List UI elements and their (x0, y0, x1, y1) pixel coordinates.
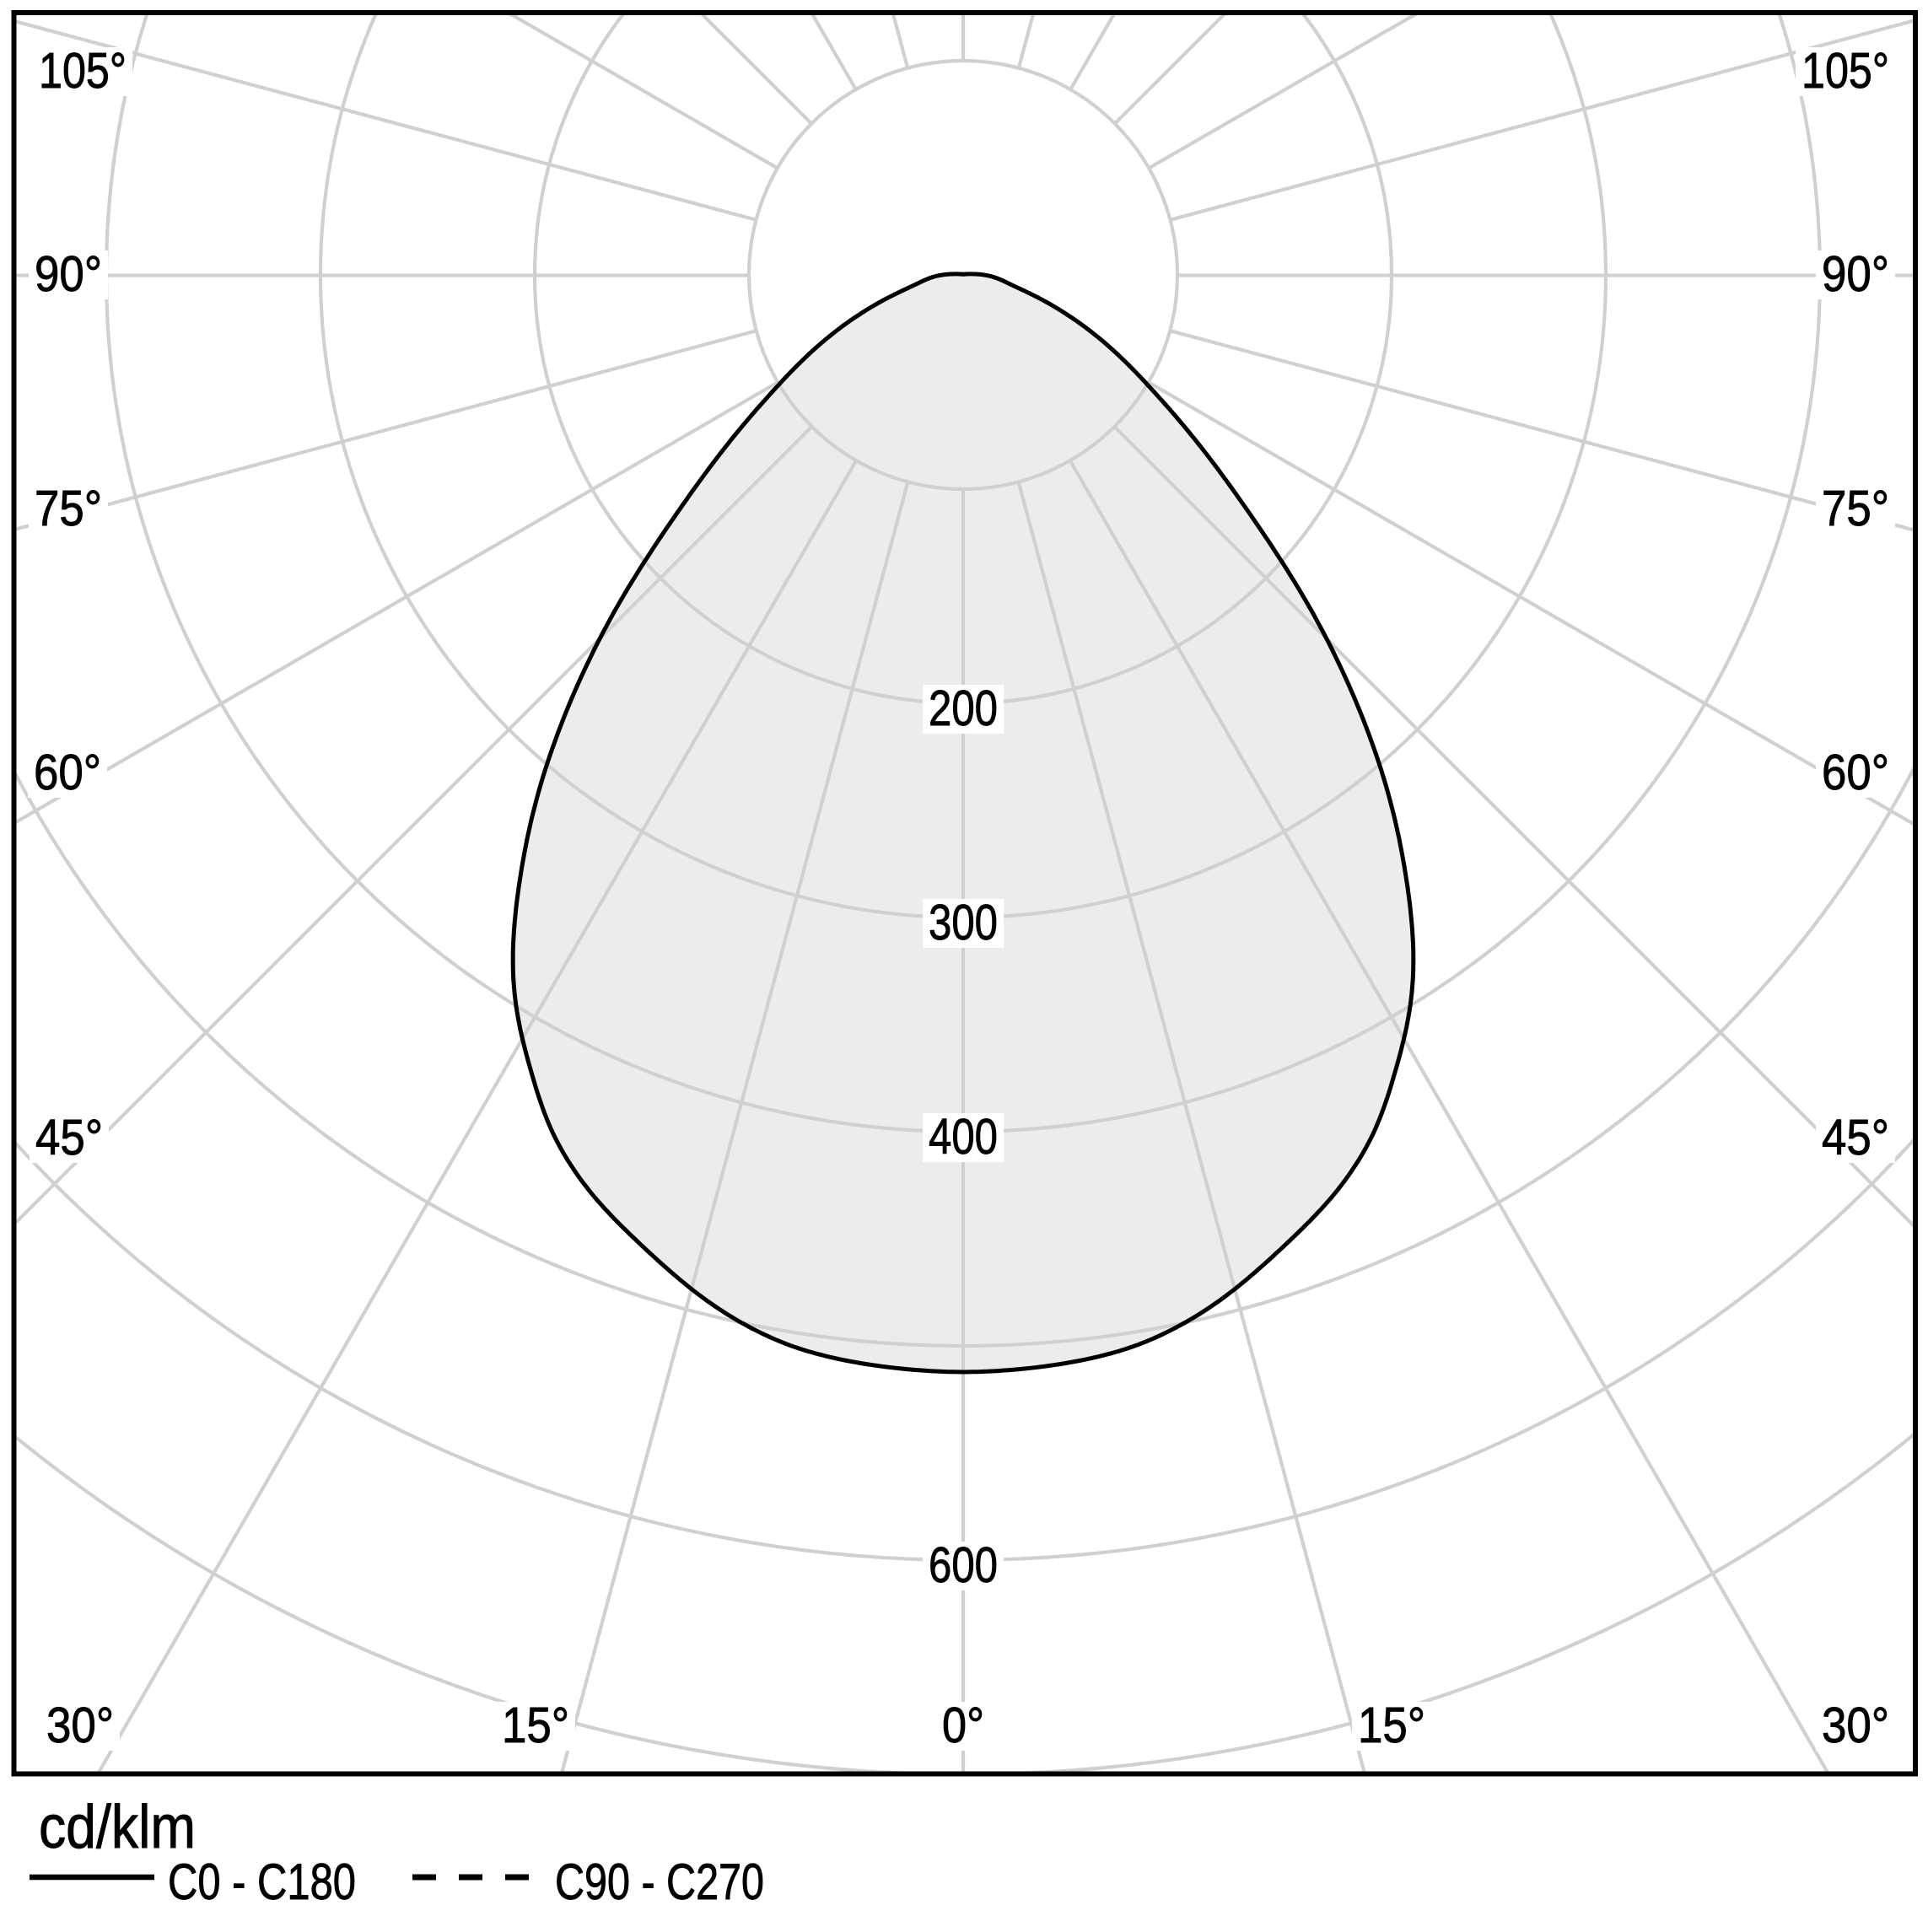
svg-text:30°: 30° (1822, 1698, 1889, 1753)
svg-text:45°: 45° (35, 1110, 103, 1165)
svg-text:30°: 30° (46, 1698, 114, 1753)
svg-text:C0 - C180: C0 - C180 (168, 1854, 356, 1910)
svg-text:60°: 60° (34, 745, 101, 800)
svg-text:45°: 45° (1822, 1110, 1889, 1165)
svg-text:400: 400 (929, 1109, 998, 1165)
svg-text:cd/klm: cd/klm (39, 1794, 196, 1861)
svg-text:C90 - C270: C90 - C270 (555, 1854, 764, 1910)
svg-text:300: 300 (929, 895, 998, 950)
svg-text:600: 600 (929, 1537, 998, 1593)
svg-text:15°: 15° (1358, 1698, 1425, 1753)
svg-text:105°: 105° (1801, 43, 1889, 99)
svg-text:105°: 105° (39, 43, 127, 99)
svg-text:15°: 15° (502, 1698, 569, 1753)
svg-text:200: 200 (929, 681, 998, 736)
svg-text:75°: 75° (1822, 481, 1889, 536)
svg-text:90°: 90° (1822, 246, 1889, 302)
svg-text:90°: 90° (35, 246, 102, 302)
svg-text:75°: 75° (35, 481, 102, 536)
svg-text:60°: 60° (1822, 745, 1889, 800)
svg-text:0°: 0° (942, 1698, 984, 1753)
